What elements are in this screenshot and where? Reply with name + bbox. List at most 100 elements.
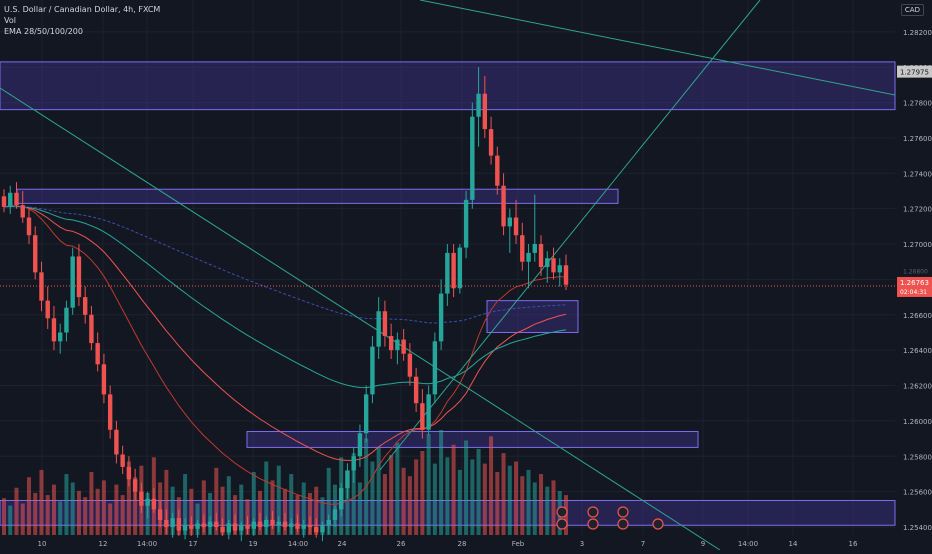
candle-body xyxy=(301,525,306,529)
candle-body xyxy=(120,454,125,467)
candle-body xyxy=(314,527,319,533)
volume-bar xyxy=(133,477,138,535)
candle-body xyxy=(388,336,394,351)
candle-body xyxy=(226,523,231,533)
x-tick-label: 19 xyxy=(249,540,258,548)
candle-body xyxy=(76,256,82,298)
ema200-line xyxy=(3,206,567,324)
candle-body xyxy=(207,521,213,528)
price-label-current: 1.26763 xyxy=(900,279,929,287)
price-label-box xyxy=(897,276,932,297)
candle-body xyxy=(513,217,519,236)
candle-body xyxy=(401,339,406,354)
volume-bar xyxy=(270,480,275,535)
trendline-descending xyxy=(0,87,721,551)
volume-bar xyxy=(189,488,194,535)
zone-box xyxy=(0,61,896,111)
y-tick-label: 1.26000 xyxy=(903,418,932,426)
symbol-title[interactable]: U.S. Dollar / Canadian Dollar, 4h, FXCM xyxy=(4,5,161,14)
candle-body xyxy=(426,394,431,430)
volume-bar xyxy=(64,474,69,535)
candle-body xyxy=(114,429,119,455)
volume-bar xyxy=(70,482,75,535)
y-tick-label: 1.26200 xyxy=(903,383,932,391)
volume-bar xyxy=(376,446,381,535)
y-tick-label: 1.27800 xyxy=(903,100,932,108)
candle-body xyxy=(320,525,325,533)
candle-body xyxy=(289,523,294,528)
candle-body xyxy=(376,311,381,347)
candle-body xyxy=(220,527,225,533)
y-tick-label: 1.25800 xyxy=(903,453,932,461)
y-tick-label: 1.25400 xyxy=(903,524,932,532)
candle-body xyxy=(345,470,350,489)
volume-bar xyxy=(482,463,487,535)
y-tick-label: 1.26600 xyxy=(903,312,932,320)
faint-price-label: 1.26800 xyxy=(903,268,928,275)
candle-body xyxy=(170,518,175,528)
volume-bar xyxy=(39,469,44,535)
x-tick-label: 16 xyxy=(849,540,858,548)
volume-bar xyxy=(2,498,6,535)
y-tick-label: 1.27400 xyxy=(903,170,932,178)
volume-bar xyxy=(33,493,38,535)
candle-body xyxy=(538,244,544,268)
candle-body xyxy=(45,300,50,319)
x-tick-label: 14:00 xyxy=(288,540,308,548)
volume-bar xyxy=(195,503,200,535)
candle-body xyxy=(101,364,107,395)
candle-body xyxy=(339,488,344,510)
candle-body xyxy=(457,247,463,289)
x-tick-label: 14 xyxy=(789,540,798,548)
candle-body xyxy=(14,192,19,206)
volume-bar xyxy=(389,455,394,535)
price-label-top: 1.27975 xyxy=(900,69,929,77)
y-tick-label: 1.25600 xyxy=(903,489,932,497)
candle-body xyxy=(557,265,562,273)
volume-bar xyxy=(283,488,287,535)
volume-bar xyxy=(314,486,319,535)
candle-body xyxy=(39,272,44,301)
event-marker-icon xyxy=(652,518,664,530)
volume-bar xyxy=(489,436,494,535)
volume-bar xyxy=(170,486,175,535)
y-tick-label: 1.28200 xyxy=(903,29,932,37)
volume-bar xyxy=(108,503,113,535)
candle-body xyxy=(357,433,363,457)
event-marker-icon xyxy=(587,506,599,518)
candle-body xyxy=(239,525,244,531)
candle-body xyxy=(445,252,450,294)
candle-body xyxy=(326,519,331,526)
candle-body xyxy=(176,518,182,531)
volume-bar xyxy=(507,465,512,535)
candle-body xyxy=(432,341,438,395)
volume-bar xyxy=(520,476,525,535)
volume-bar xyxy=(451,444,456,535)
volume-label[interactable]: Vol xyxy=(4,16,16,25)
ema-label[interactable]: EMA 28/50/100/200 xyxy=(4,27,83,36)
volume-bar xyxy=(307,493,312,535)
candle-body xyxy=(214,521,219,528)
volume-bar xyxy=(439,430,444,535)
candle-body xyxy=(132,479,138,492)
x-tick-label: 10 xyxy=(38,540,47,548)
currency-badge[interactable]: CAD xyxy=(900,4,924,16)
y-tick-label: 1.27200 xyxy=(903,206,932,214)
volume-bar xyxy=(395,442,400,535)
x-tick-label: 14:00 xyxy=(738,540,758,548)
volume-bar xyxy=(545,486,550,535)
y-tick-label: 1.26400 xyxy=(903,347,932,355)
volume-bar xyxy=(239,484,244,535)
candle-body xyxy=(264,519,269,528)
candle-body xyxy=(545,258,550,268)
ema50-line xyxy=(3,205,567,461)
candle-body xyxy=(145,498,150,506)
event-marker-icon xyxy=(556,518,568,530)
volume-bar xyxy=(551,480,556,535)
zone-box xyxy=(16,188,619,204)
candle-body xyxy=(332,509,338,520)
candle-body xyxy=(20,205,25,218)
candle-body xyxy=(395,339,400,351)
